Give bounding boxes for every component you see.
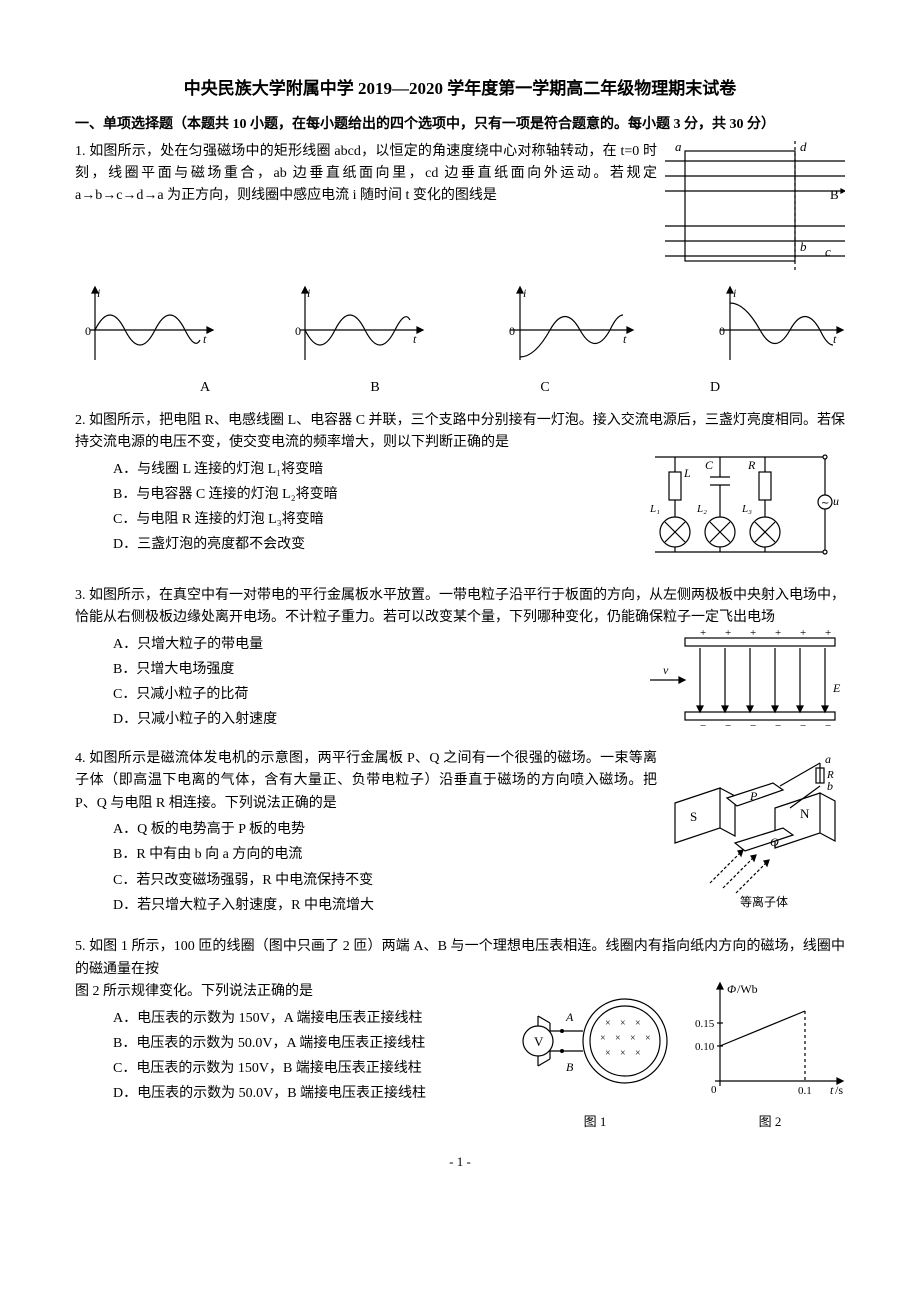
svg-text:+: + (775, 630, 781, 639)
svg-text:t: t (413, 332, 417, 346)
q1-label-a: A (135, 377, 275, 399)
q5-figure-1: V A B × × × × × × × × × × 图 1 (515, 981, 675, 1132)
svg-text:0.1: 0.1 (798, 1085, 812, 1097)
svg-text:L₁: L₁ (649, 503, 660, 515)
svg-text:a: a (675, 141, 682, 154)
svg-text:a: a (825, 752, 831, 766)
svg-text:t: t (830, 1083, 834, 1097)
svg-text:×: × (615, 1033, 621, 1044)
svg-text:×: × (635, 1048, 641, 1059)
svg-text:+: + (825, 630, 831, 639)
q5-fig1-caption: 图 1 (515, 1112, 675, 1133)
section-header: 一、单项选择题（本题共 10 小题，在每小题给出的四个选项中，只有一项是符合题意… (75, 114, 845, 136)
svg-text:0: 0 (295, 324, 301, 338)
svg-text:−: − (800, 720, 806, 730)
svg-text:0: 0 (509, 324, 515, 338)
svg-text:×: × (620, 1018, 626, 1029)
svg-text:×: × (605, 1018, 611, 1029)
svg-text:L₂: L₂ (696, 503, 707, 515)
question-4: S N P Q a b R 等离子体 4. 如图所示是磁流体发电机的示意图，两平… (75, 748, 845, 926)
svg-text:v: v (663, 663, 669, 677)
q1-label-b: B (305, 377, 445, 399)
svg-text:/Wb: /Wb (737, 982, 758, 996)
q1-coil-figure: a d b c B (665, 141, 845, 279)
svg-text:i: i (523, 286, 526, 300)
svg-text:L₃: L₃ (741, 503, 752, 515)
q3-field-figure: + + + + + + − − − − − − v E (645, 630, 845, 738)
question-1: a d b c B 1. 如图所示，处在匀强磁场中的矩形线圈 abcd，以恒定的… (75, 141, 845, 400)
svg-text:E: E (832, 681, 841, 695)
svg-text:+: + (725, 630, 731, 639)
svg-text:0: 0 (85, 324, 91, 338)
svg-text:C: C (705, 458, 714, 472)
q3-text: 3. 如图所示，在真空中有一对带电的平行金属板水平放置。一带电粒子沿平行于板面的… (75, 585, 845, 630)
svg-text:×: × (645, 1033, 651, 1044)
question-3: 3. 如图所示，在真空中有一对带电的平行金属板水平放置。一带电粒子沿平行于板面的… (75, 585, 845, 738)
page-number: - 1 - (75, 1152, 845, 1173)
svg-text:−: − (825, 720, 831, 730)
svg-text:/s: /s (835, 1083, 843, 1097)
svg-text:×: × (605, 1048, 611, 1059)
svg-text:P: P (749, 789, 758, 803)
q1-wave-c: i t 0 (495, 285, 635, 373)
svg-text:等离子体: 等离子体 (740, 894, 788, 909)
q1-wave-labels: A B C D (75, 377, 845, 399)
svg-text:Q: Q (770, 835, 779, 849)
svg-text:−: − (700, 720, 706, 730)
svg-text:R: R (747, 458, 756, 472)
svg-text:0: 0 (719, 324, 725, 338)
q1-wave-b: i t 0 (285, 285, 425, 373)
svg-text:×: × (635, 1018, 641, 1029)
q5-text-1: 5. 如图 1 所示，100 匝的线圈（图中只画了 2 匝）两端 A、B 与一个… (75, 936, 845, 981)
svg-text:×: × (600, 1033, 606, 1044)
q5-figure-2: Φ/Wb t/s 0.15 0.10 0.1 0 图 2 (695, 981, 845, 1132)
svg-text:d: d (800, 141, 807, 154)
svg-text:×: × (620, 1048, 626, 1059)
q1-label-d: D (645, 377, 785, 399)
q4-mhd-figure: S N P Q a b R 等离子体 (665, 748, 845, 926)
svg-text:N: N (800, 806, 810, 821)
svg-text:+: + (800, 630, 806, 639)
svg-text:0: 0 (711, 1084, 717, 1096)
svg-text:+: + (700, 630, 706, 639)
svg-text:A: A (565, 1010, 574, 1024)
svg-text:B: B (566, 1060, 574, 1074)
q5-fig2-caption: 图 2 (695, 1112, 845, 1133)
svg-text:−: − (750, 720, 756, 730)
svg-text:∼: ∼ (821, 498, 829, 509)
svg-text:Φ: Φ (727, 982, 736, 996)
svg-text:−: − (775, 720, 781, 730)
q1-wave-row: i t 0 i t 0 (75, 285, 845, 373)
svg-text:t: t (833, 332, 837, 346)
svg-text:+: + (750, 630, 756, 639)
question-2: 2. 如图所示，把电阻 R、电感线圈 L、电容器 C 并联，三个支路中分别接有一… (75, 410, 845, 575)
svg-text:c: c (825, 244, 831, 259)
svg-text:t: t (623, 332, 627, 346)
svg-text:b: b (827, 779, 833, 793)
q2-circuit-figure: L C R L₁ L₂ L₃ u ∼ (645, 447, 845, 575)
svg-text:−: − (725, 720, 731, 730)
svg-text:i: i (307, 286, 310, 300)
question-5: 5. 如图 1 所示，100 匝的线圈（图中只画了 2 匝）两端 A、B 与一个… (75, 936, 845, 1132)
svg-text:i: i (97, 286, 100, 300)
svg-text:0.10: 0.10 (695, 1041, 715, 1053)
svg-text:t: t (203, 332, 207, 346)
svg-text:L: L (683, 466, 691, 480)
q5-figures: V A B × × × × × × × × × × 图 1 (515, 981, 845, 1132)
svg-text:×: × (630, 1033, 636, 1044)
svg-text:u: u (833, 494, 839, 508)
q1-wave-a: i t 0 (75, 285, 215, 373)
svg-text:S: S (690, 809, 697, 824)
svg-text:V: V (534, 1034, 544, 1049)
page-title: 中央民族大学附属中学 2019—2020 学年度第一学期高二年级物理期末试卷 (75, 75, 845, 102)
svg-text:B: B (830, 187, 839, 202)
svg-text:0.15: 0.15 (695, 1018, 715, 1030)
svg-text:b: b (800, 239, 807, 254)
svg-text:R: R (826, 769, 834, 781)
q1-label-c: C (475, 377, 615, 399)
q1-wave-d: i t 0 (705, 285, 845, 373)
svg-text:i: i (733, 286, 736, 300)
